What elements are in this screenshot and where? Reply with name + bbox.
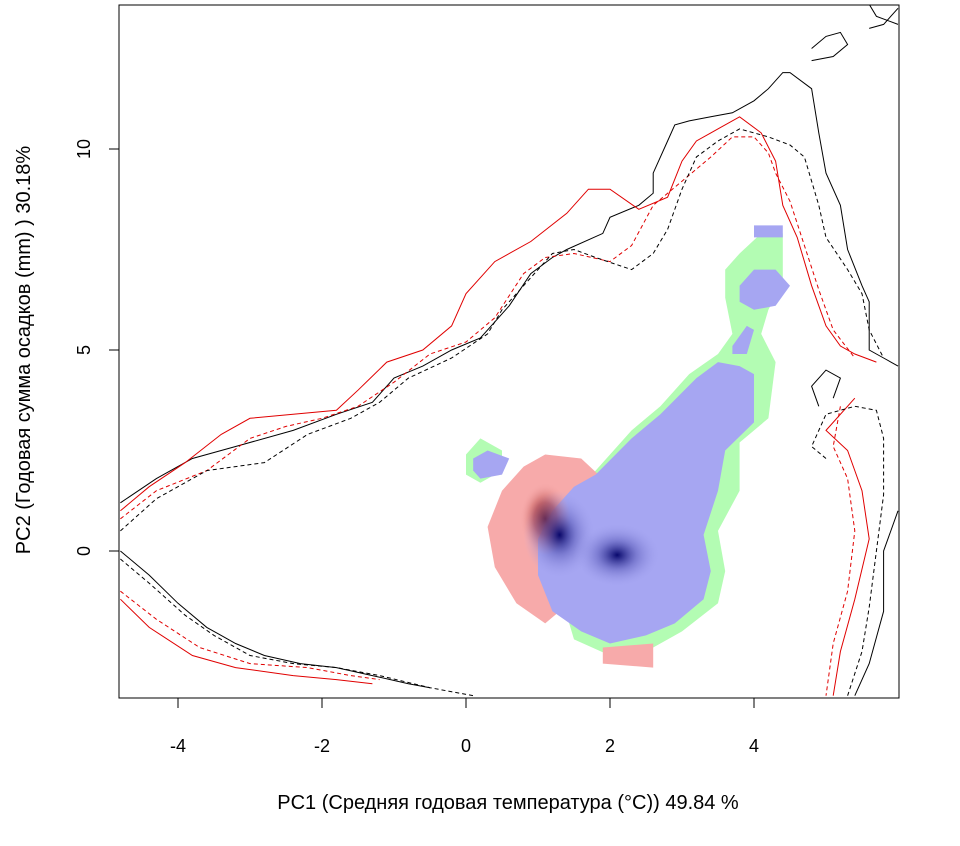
y-tick-label: 0: [74, 546, 94, 556]
red-density-region: [602, 643, 654, 668]
y-axis-title: PC2 (Годовая сумма осадков (mm) ) 30.18%: [13, 146, 35, 555]
black-solid-contour-line: [811, 31, 849, 62]
black-solid-contour-line: [120, 550, 431, 689]
black-dashed-contour-line: [120, 128, 885, 532]
plot-frame: [118, 4, 900, 699]
blue-density-region: [739, 269, 790, 310]
blue-density-region: [473, 450, 510, 479]
y-tick-label: 5: [74, 345, 94, 355]
density-regions: [466, 225, 790, 668]
blue-dark-density-hotspot: [574, 522, 661, 588]
black-dashed-contour-line: [810, 405, 885, 696]
blue-density-region: [732, 325, 754, 354]
y-axis: 0 5 10: [74, 139, 120, 556]
x-tick-label: 2: [605, 736, 615, 756]
black-solid-contour-line: [811, 369, 842, 407]
red-dashed-contour-line: [120, 590, 380, 681]
black-solid-contour-line: [120, 72, 899, 504]
x-tick-label: 0: [461, 736, 471, 756]
density-hotspots: [520, 482, 661, 588]
red-solid-contour-line: [825, 397, 870, 696]
y-tick-label: 10: [74, 139, 94, 159]
red-dashed-contour-line: [825, 406, 856, 696]
x-tick-label: -4: [170, 736, 186, 756]
x-axis-title: PC1 (Средняя годовая температура (°C)) 4…: [277, 792, 739, 814]
x-tick-label: 4: [749, 736, 759, 756]
black-dashed-contour-line: [120, 558, 474, 697]
black-solid-contour-line: [869, 5, 899, 25]
red-dashed-contour-line: [120, 136, 856, 520]
red-solid-contour-line: [120, 116, 877, 512]
niche-contours: [120, 5, 899, 697]
black-solid-contour-line: [854, 510, 899, 696]
blue-density-region: [754, 225, 783, 238]
x-tick-label: -2: [314, 736, 330, 756]
red-solid-contour-line: [120, 598, 373, 685]
x-axis: -4 -2 0 2 4: [170, 697, 759, 756]
